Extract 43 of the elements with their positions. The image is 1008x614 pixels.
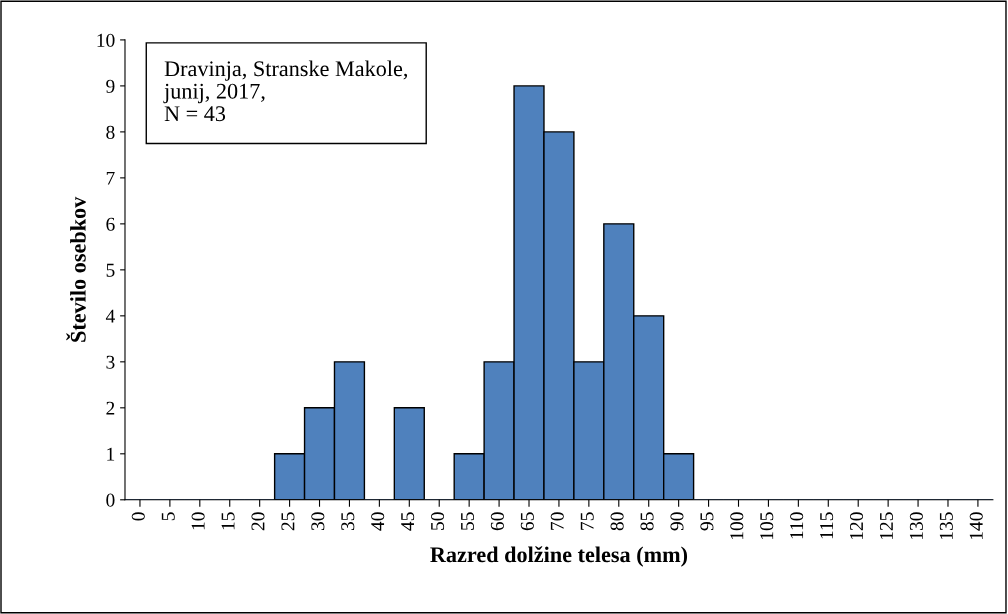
y-tick-label: 0 [106, 493, 115, 507]
y-tick-label: 4 [105, 309, 115, 323]
x-tick-label: 80 [610, 512, 624, 531]
y-tick-label: 9 [106, 79, 115, 93]
x-tick-label: 110 [790, 512, 804, 539]
annotation: Dravinja, Stranske Makole, junij, 2017, N = 43 [163, 60, 408, 122]
x-tick-label: 95 [700, 512, 714, 531]
x-tick-label: 140 [969, 512, 983, 540]
x-tick-label: 125 [879, 512, 893, 540]
x-tick-label: 20 [251, 512, 265, 531]
x-tick-label: 35 [341, 512, 355, 531]
x-tick-label: 75 [580, 512, 594, 530]
y-tick-label: 1 [107, 447, 115, 461]
x-tick-label: 25 [281, 512, 295, 531]
y-tick-label: 6 [106, 217, 115, 231]
x-tick-label: 120 [849, 512, 864, 540]
x-tick-label: 15 [221, 512, 235, 530]
x-tick-label: 10 [191, 512, 205, 530]
x-tick-label: 5 [161, 512, 175, 521]
x-tick-label: 50 [430, 512, 445, 530]
y-tick-label: 10 [97, 33, 115, 47]
x-tick-label: 115 [820, 512, 834, 539]
x-tick-label: 0 [131, 512, 145, 521]
x-tick-label: 100 [730, 512, 744, 540]
x-tick-label: 135 [939, 512, 953, 540]
y-tick-label: 3 [106, 355, 115, 369]
x-tick-label: 130 [909, 512, 923, 540]
x-axis-title: Razred dolžine telesa (mm) [430, 546, 688, 567]
x-tick-label: 45 [401, 512, 415, 531]
y-axis-title: Število osebkov [66, 196, 86, 342]
x-tick-label: 70 [550, 512, 564, 530]
y-tick-label: 5 [106, 263, 115, 277]
x-tick-label: 40 [371, 512, 385, 531]
x-tick-label: 60 [490, 512, 504, 531]
x-tick-label: 55 [461, 512, 475, 530]
x-tick-label: 65 [520, 512, 534, 531]
y-tick-label: 7 [106, 171, 115, 185]
x-tick-label: 30 [311, 512, 325, 531]
x-tick-label: 85 [640, 512, 654, 531]
x-tick-label: 105 [760, 512, 774, 540]
y-tick-label: 8 [106, 125, 115, 139]
y-tick-label: 2 [106, 401, 115, 415]
x-tick-label: 90 [670, 512, 684, 531]
